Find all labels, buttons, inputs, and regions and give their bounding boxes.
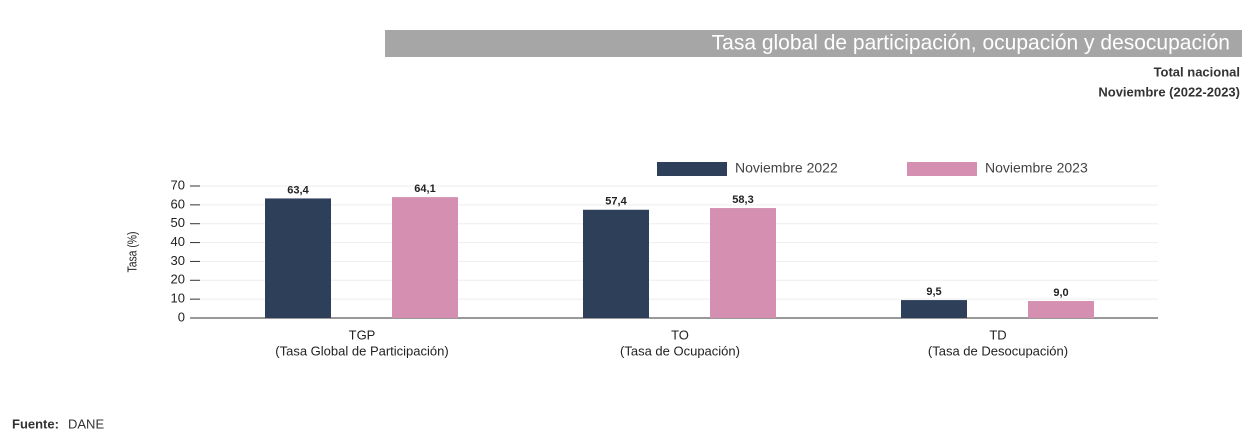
x-tick-label: TO — [671, 327, 689, 342]
data-label: 9,5 — [926, 286, 941, 298]
x-tick-label: (Tasa Global de Participación) — [275, 343, 448, 358]
y-tick-label: 60 — [171, 196, 185, 211]
title-band — [385, 30, 1242, 57]
x-tick-label: TGP — [349, 327, 376, 342]
bar — [1028, 301, 1094, 318]
legend-label: Noviembre 2023 — [985, 160, 1088, 176]
chart-title: Tasa global de participación, ocupación … — [712, 32, 1230, 55]
data-label: 9,0 — [1053, 287, 1068, 299]
data-label: 57,4 — [605, 196, 627, 208]
y-tick-label: 40 — [171, 234, 185, 249]
data-label: 64,1 — [414, 183, 435, 195]
bar — [901, 300, 967, 318]
y-tick-label: 30 — [171, 253, 185, 268]
y-tick-label: 20 — [171, 272, 185, 287]
source-text: DANE — [68, 416, 104, 431]
bar — [583, 209, 649, 318]
y-tick-label: 70 — [171, 177, 185, 192]
y-tick-label: 50 — [171, 215, 185, 230]
bar — [265, 198, 331, 318]
y-axis-label: Tasa (%) — [125, 231, 139, 272]
bar — [392, 197, 458, 318]
x-tick-label: TD — [989, 327, 1006, 342]
legend-label: Noviembre 2022 — [735, 160, 838, 176]
y-tick-label: 10 — [171, 291, 185, 306]
subtitle: Noviembre (2022-2023) — [1098, 84, 1240, 99]
y-tick-label: 0 — [178, 309, 185, 324]
legend-swatch — [657, 162, 727, 176]
x-tick-label: (Tasa de Desocupación) — [928, 343, 1068, 358]
bar — [710, 208, 776, 318]
x-tick-label: (Tasa de Ocupación) — [620, 343, 740, 358]
source-label: Fuente: — [12, 416, 59, 431]
data-label: 63,4 — [287, 184, 309, 196]
subtitle: Total nacional — [1154, 64, 1240, 79]
data-label: 58,3 — [732, 194, 753, 206]
legend-swatch — [907, 162, 977, 176]
